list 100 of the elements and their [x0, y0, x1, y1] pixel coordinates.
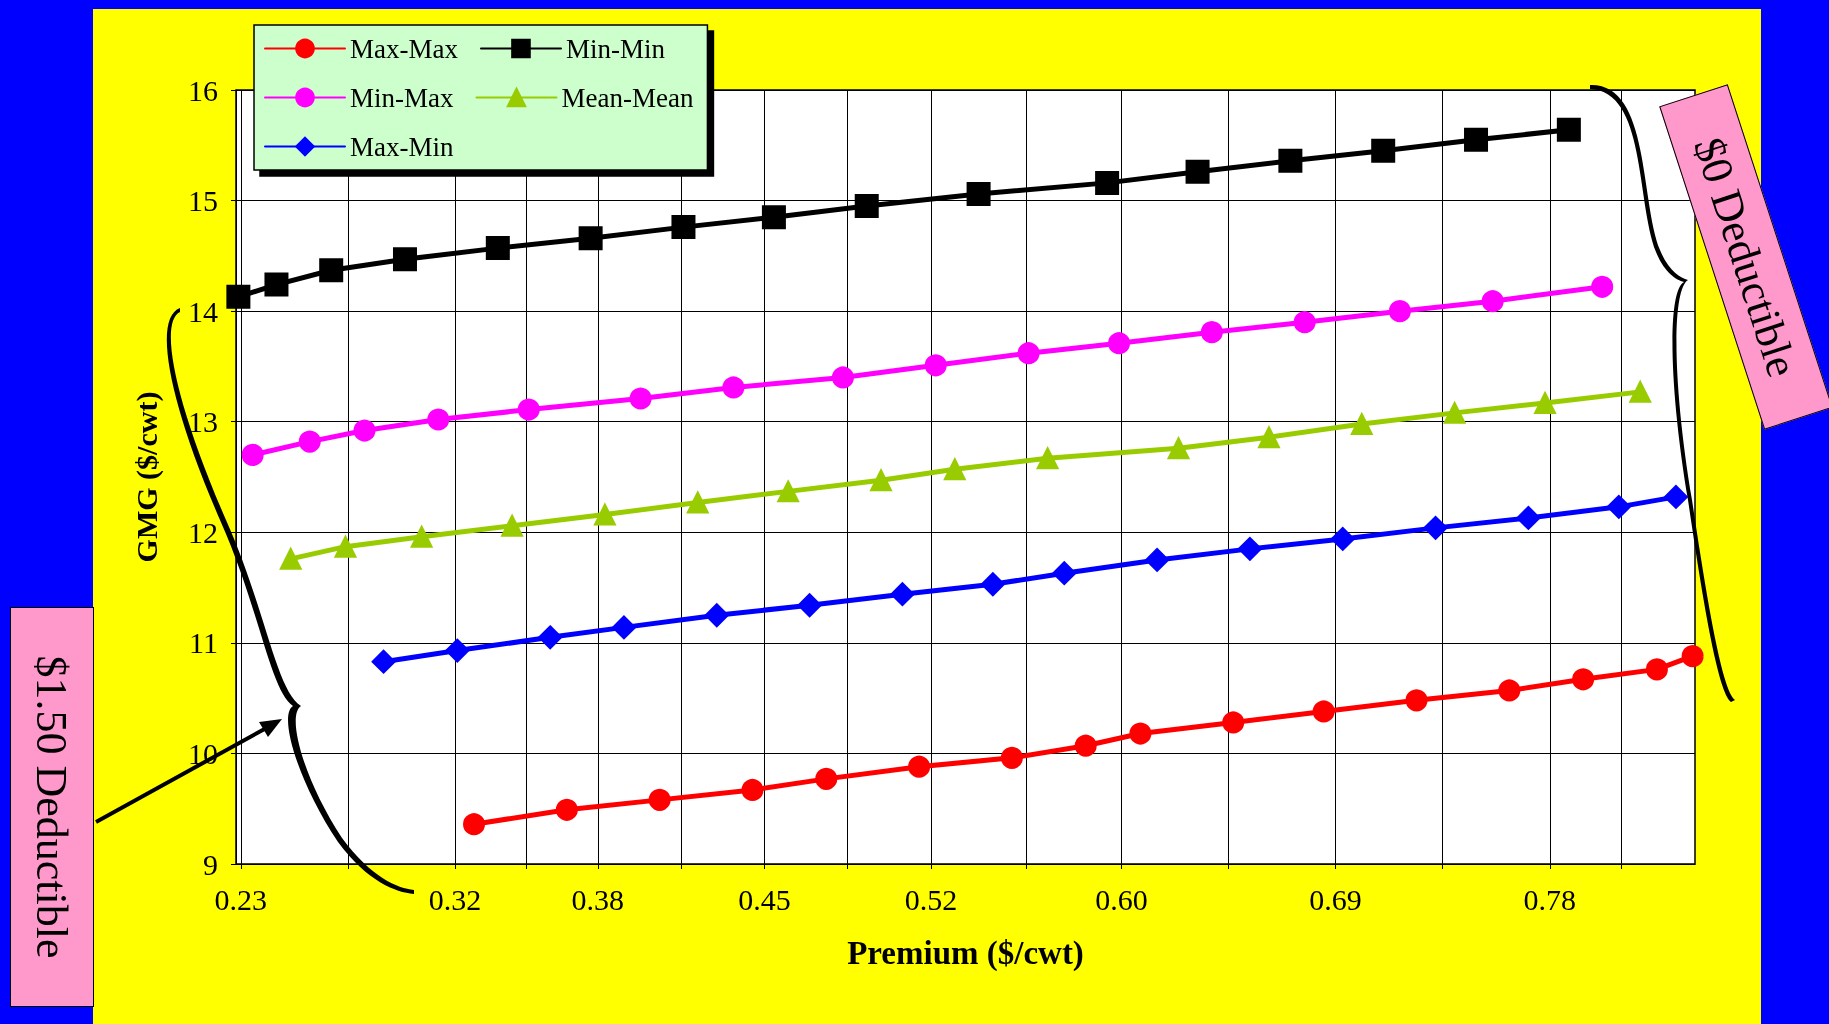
point: [966, 181, 991, 206]
point: [1312, 700, 1335, 723]
point: [353, 419, 376, 442]
text: $1.50 Deductible: [10, 607, 94, 1007]
point: [870, 469, 893, 492]
point: [890, 582, 915, 607]
point: [704, 603, 729, 628]
y-tick-label: 9: [203, 847, 218, 881]
point: [671, 215, 696, 240]
x-tick-label: 0.78: [1523, 882, 1577, 916]
point: [1145, 547, 1170, 572]
y-tick-label: 15: [188, 184, 218, 218]
point: [1000, 746, 1023, 769]
legend-label: Min-Min: [565, 33, 666, 64]
point: [648, 788, 671, 811]
point: [410, 525, 433, 548]
point: [1257, 426, 1280, 449]
point: [761, 205, 786, 230]
point: [1017, 342, 1040, 365]
legend-label: Mean-Mean: [561, 82, 694, 113]
point: [1185, 159, 1210, 184]
point: [1167, 437, 1190, 460]
point: [1405, 689, 1428, 712]
point: [924, 354, 947, 377]
point: [445, 638, 470, 663]
point: [1464, 127, 1489, 152]
point: [555, 798, 578, 821]
point: [777, 480, 800, 503]
point: [298, 430, 321, 453]
x-axis-title: Premium ($/cwt): [847, 934, 1084, 972]
point: [1052, 561, 1077, 586]
point: [1481, 290, 1504, 313]
legend-label: Min-Max: [350, 82, 454, 113]
point: [686, 491, 709, 514]
point: [1663, 484, 1688, 509]
point: [815, 767, 838, 790]
point: [908, 755, 931, 778]
point: [1681, 645, 1704, 668]
point: [1330, 526, 1355, 551]
point: [319, 258, 344, 283]
y-tick-label: 16: [188, 73, 218, 107]
point: [1200, 321, 1223, 344]
y-tick-label: 14: [188, 294, 218, 328]
y-axis-title: GMG ($/cwt): [129, 391, 164, 563]
point: [463, 813, 486, 836]
point: [485, 236, 510, 261]
legend-label: Max-Min: [350, 131, 454, 162]
point: [1036, 447, 1059, 470]
point: [1645, 658, 1668, 681]
x-tick-label: 0.23: [214, 882, 268, 916]
point: [371, 649, 396, 674]
point: [980, 572, 1005, 597]
point: [943, 458, 966, 481]
point: [1516, 505, 1541, 530]
legend-label: Max-Max: [350, 33, 459, 64]
point: [722, 376, 745, 399]
point: [279, 547, 302, 570]
y-tick-label: 11: [189, 626, 218, 660]
point: [611, 615, 636, 640]
point: [1572, 668, 1595, 691]
point: [1237, 536, 1262, 561]
point: [334, 535, 357, 558]
y-tick-label: 12: [188, 515, 218, 549]
point: [831, 366, 854, 389]
point: [1074, 734, 1097, 757]
point: [854, 194, 879, 219]
x-tick-label: 0.32: [428, 882, 482, 916]
point: [1293, 311, 1316, 334]
x-tick-label: 0.60: [1095, 882, 1148, 916]
point: [264, 272, 289, 297]
point: [741, 778, 764, 801]
point: [1108, 332, 1131, 355]
point: [517, 398, 540, 421]
point: [1222, 711, 1245, 734]
x-tick-label: 0.52: [904, 882, 958, 916]
point: [1278, 148, 1303, 173]
point: [1371, 138, 1396, 163]
point: [1095, 170, 1120, 195]
point: [226, 284, 251, 309]
point: [538, 625, 563, 650]
point: [392, 247, 417, 272]
x-tick-label: 0.45: [738, 882, 791, 916]
point: [593, 503, 616, 526]
y-tick-label: 13: [188, 405, 218, 439]
x-tick-label: 0.69: [1309, 882, 1362, 916]
point: [1606, 494, 1631, 519]
point: [1423, 515, 1448, 540]
point: [241, 443, 264, 466]
point: [1534, 391, 1557, 414]
point: [629, 387, 652, 410]
point: [1129, 722, 1152, 745]
point: [578, 226, 603, 251]
point: [1443, 401, 1466, 424]
point: [1498, 679, 1521, 702]
point: [1591, 275, 1614, 298]
point: [1629, 380, 1652, 403]
x-tick-label: 0.38: [571, 882, 625, 916]
point: [501, 514, 524, 537]
point: [427, 408, 450, 431]
point: [1556, 117, 1581, 142]
